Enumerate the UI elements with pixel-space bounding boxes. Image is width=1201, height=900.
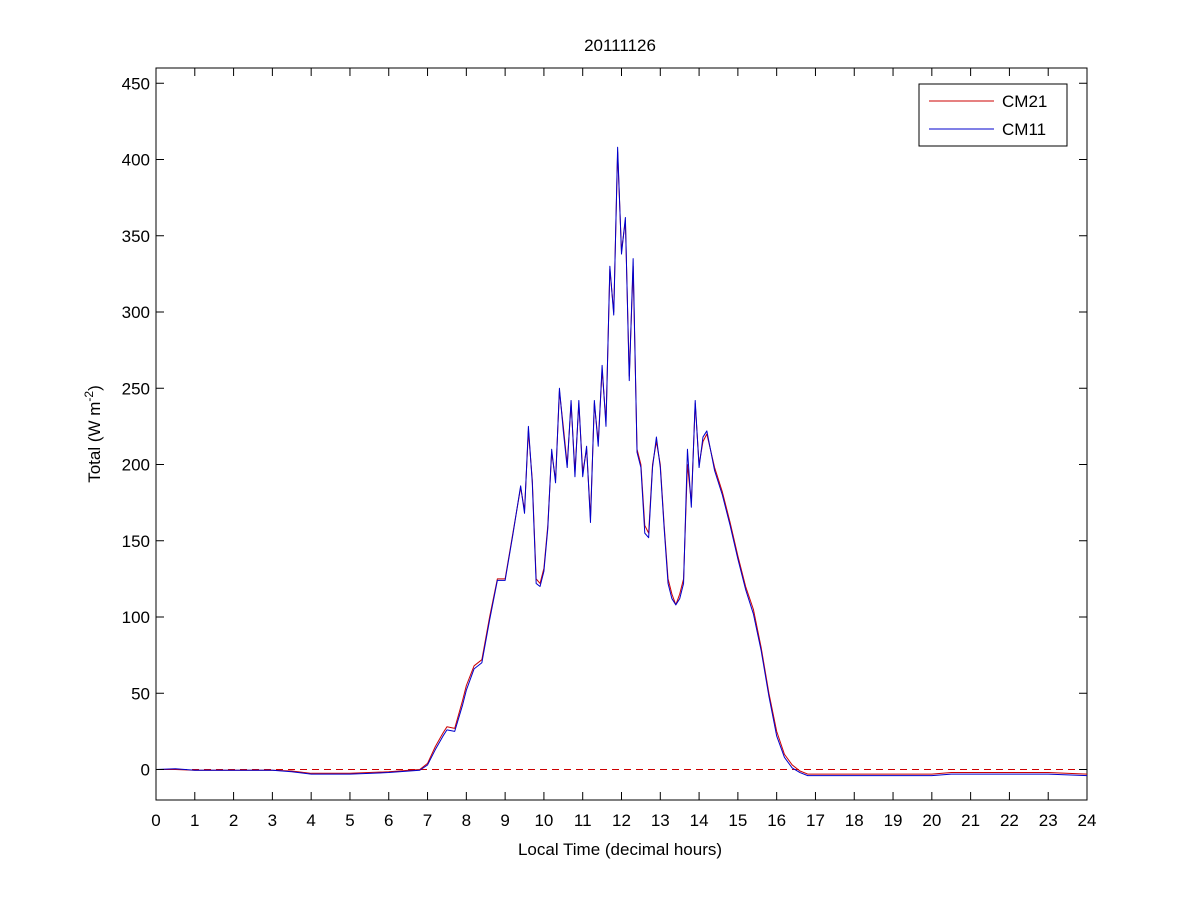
- legend-box: [918, 83, 1068, 147]
- x-tick-label: 5: [345, 811, 354, 830]
- x-tick-label: 14: [690, 811, 709, 830]
- y-tick-label: 100: [122, 608, 150, 627]
- y-tick-label: 0: [141, 761, 150, 780]
- y-tick-label: 450: [122, 74, 150, 93]
- x-tick-label: 0: [151, 811, 160, 830]
- x-tick-label: 2: [229, 811, 238, 830]
- y-tick-label: 200: [122, 456, 150, 475]
- x-axis-label: Local Time (decimal hours): [518, 840, 722, 859]
- x-tick-label: 15: [728, 811, 747, 830]
- x-tick-label: 7: [423, 811, 432, 830]
- x-tick-label: 21: [961, 811, 980, 830]
- x-tick-label: 23: [1039, 811, 1058, 830]
- x-tick-label: 10: [534, 811, 553, 830]
- x-tick-label: 9: [500, 811, 509, 830]
- y-tick-label: 350: [122, 227, 150, 246]
- chart-title: 20111126: [584, 36, 656, 55]
- x-tick-label: 20: [922, 811, 941, 830]
- x-tick-label: 4: [306, 811, 315, 830]
- x-tick-label: 18: [845, 811, 864, 830]
- y-axis-label-close: ): [85, 385, 104, 391]
- y-axis-label-main: Total (W m: [85, 402, 104, 483]
- x-tick-label: 6: [384, 811, 393, 830]
- x-tick-label: 17: [806, 811, 825, 830]
- y-axis-label: Total (W m-2): [82, 385, 104, 483]
- legend-label-cm11: CM11: [1002, 120, 1046, 139]
- x-tick-label: 1: [190, 811, 199, 830]
- legend: CM21 CM11: [918, 83, 1068, 147]
- x-tick-label: 24: [1078, 811, 1097, 830]
- y-tick-label: 50: [131, 684, 150, 703]
- legend-label-cm21: CM21: [1002, 92, 1047, 111]
- x-tick-label: 16: [767, 811, 786, 830]
- y-tick-label: 250: [122, 379, 150, 398]
- y-tick-label: 150: [122, 532, 150, 551]
- series-line-cm11: [155, 146, 1088, 777]
- x-tick-label: 19: [884, 811, 903, 830]
- x-tick-label: 12: [612, 811, 631, 830]
- x-tick-label: 8: [462, 811, 471, 830]
- x-tick-label: 22: [1000, 811, 1019, 830]
- x-tick-label: 3: [268, 811, 277, 830]
- y-axis-label-exponent: -2: [82, 391, 96, 402]
- y-tick-label: 400: [122, 151, 150, 170]
- x-tick-label: 11: [574, 811, 592, 830]
- x-tick-label: 13: [651, 811, 670, 830]
- y-tick-label: 300: [122, 303, 150, 322]
